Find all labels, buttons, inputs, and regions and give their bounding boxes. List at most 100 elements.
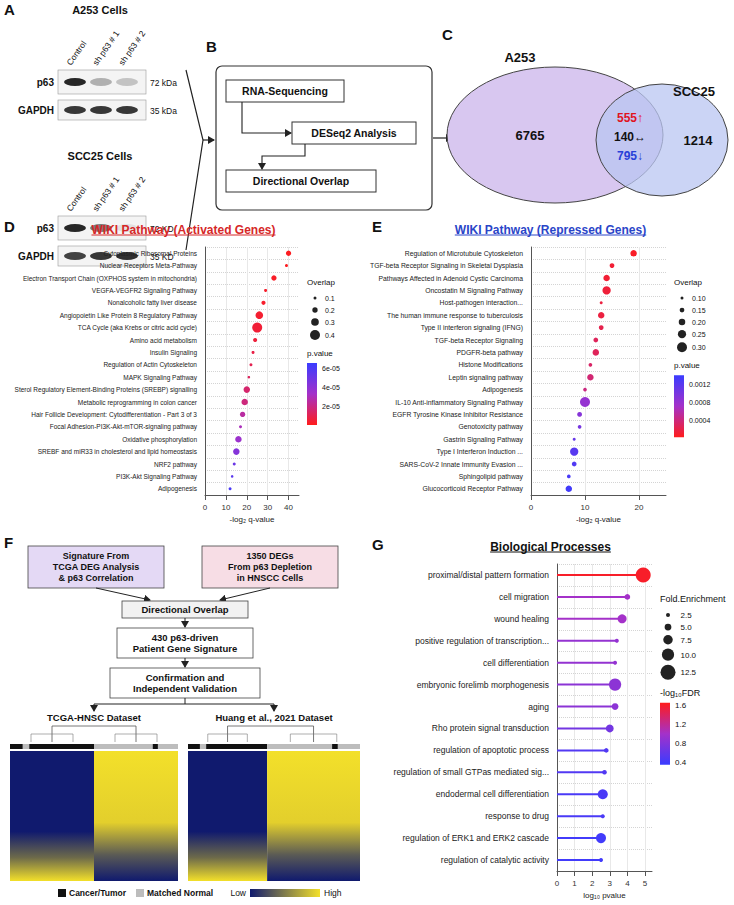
svg-text:0.10: 0.10 bbox=[692, 295, 706, 302]
svg-text:0.20: 0.20 bbox=[692, 319, 706, 326]
svg-text:0.0012: 0.0012 bbox=[689, 381, 711, 388]
svg-text:Oncostatin M Signaling Pathway: Oncostatin M Signaling Pathway bbox=[425, 287, 523, 295]
svg-text:Biological Processes: Biological Processes bbox=[490, 540, 611, 554]
svg-text:Huang et al., 2021 Dataset: Huang et al., 2021 Dataset bbox=[215, 712, 333, 723]
svg-text:& p63 Correlation: & p63 Correlation bbox=[58, 573, 133, 583]
svg-text:795↓: 795↓ bbox=[617, 149, 643, 163]
svg-text:6765: 6765 bbox=[516, 128, 545, 143]
svg-text:4e-05: 4e-05 bbox=[322, 384, 340, 391]
svg-text:regulation of catalytic activi: regulation of catalytic activity bbox=[441, 855, 550, 865]
svg-text:Sterol Regulatory Element-Bind: Sterol Regulatory Element-Binding Protei… bbox=[15, 386, 198, 394]
svg-text:SREBF and miR33 in cholesterol: SREBF and miR33 in cholesterol and lipid… bbox=[38, 448, 198, 456]
svg-text:Independent Validation: Independent Validation bbox=[133, 683, 237, 694]
svg-text:Fold.Enrichment: Fold.Enrichment bbox=[660, 594, 726, 604]
svg-text:EGFR Tyrosine Kinase Inhibitor: EGFR Tyrosine Kinase Inhibitor Resistanc… bbox=[392, 411, 523, 419]
svg-text:0.2: 0.2 bbox=[325, 307, 335, 314]
svg-text:D: D bbox=[4, 218, 15, 235]
svg-text:From p63 Depletion: From p63 Depletion bbox=[228, 562, 312, 572]
svg-text:10: 10 bbox=[581, 503, 590, 512]
svg-text:VEGFA-VEGFR2 Signaling Pathway: VEGFA-VEGFR2 Signaling Pathway bbox=[92, 287, 198, 295]
svg-text:TCGA DEG Analysis: TCGA DEG Analysis bbox=[53, 562, 139, 572]
svg-text:Sphingolipid pathway: Sphingolipid pathway bbox=[459, 473, 524, 481]
svg-text:TGF-beta Receptor Signaling in: TGF-beta Receptor Signaling in Skeletal … bbox=[370, 262, 523, 270]
svg-text:1214: 1214 bbox=[684, 133, 714, 148]
svg-text:aging: aging bbox=[528, 702, 549, 712]
svg-text:12.5: 12.5 bbox=[681, 668, 697, 677]
svg-text:0.25: 0.25 bbox=[692, 331, 706, 338]
svg-text:Pathways Affected in Adenoid C: Pathways Affected in Adenoid Cystic Carc… bbox=[378, 275, 523, 283]
svg-text:SARS-CoV-2 Innate Immunity Eva: SARS-CoV-2 Innate Immunity Evasion ... bbox=[399, 461, 523, 469]
svg-text:10.0: 10.0 bbox=[681, 651, 697, 660]
svg-text:Insulin Signaling: Insulin Signaling bbox=[150, 349, 198, 357]
svg-text:WIKI Pathway (Repressed Genes): WIKI Pathway (Repressed Genes) bbox=[455, 223, 646, 237]
svg-text:Genotoxicity pathway: Genotoxicity pathway bbox=[458, 423, 523, 431]
svg-text:Adipogenesis: Adipogenesis bbox=[158, 485, 198, 493]
svg-text:p.value: p.value bbox=[674, 361, 700, 370]
svg-text:Oxidative phosphorylation: Oxidative phosphorylation bbox=[122, 436, 197, 444]
svg-text:Host-pathogen interaction...: Host-pathogen interaction... bbox=[439, 299, 523, 307]
svg-text:0.4: 0.4 bbox=[675, 758, 687, 767]
svg-text:sh p63 # 2: sh p63 # 2 bbox=[116, 175, 147, 213]
svg-text:Type II interferon signaling (: Type II interferon signaling (IFNG) bbox=[421, 324, 523, 332]
svg-text:Type I Interferon Induction ..: Type I Interferon Induction ... bbox=[436, 448, 523, 456]
svg-text:Angiopoietin Like Protein 8 Re: Angiopoietin Like Protein 8 Regulatory P… bbox=[60, 312, 198, 320]
svg-text:F: F bbox=[4, 534, 13, 551]
svg-text:SCC25: SCC25 bbox=[673, 84, 715, 99]
svg-text:regulation of ERK1 and ERK2 ca: regulation of ERK1 and ERK2 cascade bbox=[403, 833, 550, 843]
svg-text:Adipogenesis: Adipogenesis bbox=[482, 386, 523, 394]
svg-text:430 p63-driven: 430 p63-driven bbox=[152, 632, 219, 643]
svg-text:555↑: 555↑ bbox=[617, 111, 643, 125]
svg-text:0: 0 bbox=[529, 503, 534, 512]
svg-text:2e-05: 2e-05 bbox=[322, 403, 340, 410]
svg-text:Matched Normal: Matched Normal bbox=[147, 888, 213, 898]
svg-text:3: 3 bbox=[608, 879, 613, 888]
svg-text:in HNSCC Cells: in HNSCC Cells bbox=[237, 573, 304, 583]
svg-text:TCA Cycle (aka Krebs or citric: TCA Cycle (aka Krebs or citric acid cycl… bbox=[78, 324, 197, 332]
svg-text:0.4: 0.4 bbox=[325, 332, 335, 339]
svg-text:35 kDa: 35 kDa bbox=[150, 106, 177, 116]
svg-text:20: 20 bbox=[242, 503, 251, 512]
svg-text:GAPDH: GAPDH bbox=[18, 105, 54, 116]
svg-text:SCC25 Cells: SCC25 Cells bbox=[68, 150, 133, 162]
svg-text:Amino acid metabolism: Amino acid metabolism bbox=[130, 337, 197, 344]
svg-text:sh p63 # 2: sh p63 # 2 bbox=[116, 29, 147, 67]
svg-text:Directional Overlap: Directional Overlap bbox=[141, 604, 228, 615]
svg-text:Leptin signaling pathway: Leptin signaling pathway bbox=[449, 374, 524, 382]
svg-text:log₁₀ pvalue: log₁₀ pvalue bbox=[583, 891, 626, 900]
svg-text:Overlap: Overlap bbox=[307, 278, 336, 287]
svg-text:PI3K-Akt Signaling Pathway: PI3K-Akt Signaling Pathway bbox=[116, 473, 198, 481]
svg-text:Overlap: Overlap bbox=[674, 278, 703, 287]
svg-text:High: High bbox=[324, 888, 342, 898]
svg-text:Gastrin Signaling Pathway: Gastrin Signaling Pathway bbox=[443, 436, 523, 444]
svg-text:30: 30 bbox=[263, 503, 272, 512]
svg-text:1.2: 1.2 bbox=[675, 720, 687, 729]
svg-text:Directional Overlap: Directional Overlap bbox=[253, 175, 349, 187]
svg-text:0.0004: 0.0004 bbox=[689, 417, 711, 424]
svg-text:MAPK Signaling Pathway: MAPK Signaling Pathway bbox=[123, 374, 197, 382]
svg-text:endodermal cell differentiatio: endodermal cell differentiation bbox=[436, 789, 550, 799]
svg-text:Signature From: Signature From bbox=[63, 551, 130, 561]
svg-text:Cancer/Tumor: Cancer/Tumor bbox=[69, 888, 127, 898]
svg-text:Patient Gene Signature: Patient Gene Signature bbox=[133, 643, 238, 654]
svg-text:0.3: 0.3 bbox=[325, 319, 335, 326]
svg-text:Focal Adhesion-PI3K-Akt-mTOR-s: Focal Adhesion-PI3K-Akt-mTOR-signaling p… bbox=[50, 423, 198, 431]
svg-text:GAPDH: GAPDH bbox=[18, 251, 54, 262]
svg-text:RNA-Sequencing: RNA-Sequencing bbox=[242, 85, 328, 97]
svg-text:wound healing: wound healing bbox=[493, 614, 549, 624]
svg-text:1: 1 bbox=[572, 879, 577, 888]
svg-text:1350 DEGs: 1350 DEGs bbox=[246, 551, 293, 561]
svg-text:4: 4 bbox=[625, 879, 630, 888]
svg-text:Electron Transport Chain (OXPH: Electron Transport Chain (OXPHOS system … bbox=[23, 275, 197, 283]
svg-text:20: 20 bbox=[635, 503, 644, 512]
svg-text:0: 0 bbox=[555, 879, 560, 888]
svg-text:TGF-beta Receptor Signaling: TGF-beta Receptor Signaling bbox=[435, 337, 524, 345]
svg-text:Glucocorticoid Receptor Pathwa: Glucocorticoid Receptor Pathway bbox=[423, 485, 524, 493]
svg-text:A253 Cells: A253 Cells bbox=[72, 4, 128, 16]
svg-text:Metabolic reprogramming in col: Metabolic reprogramming in colon cancer bbox=[78, 399, 198, 407]
svg-text:Control: Control bbox=[64, 39, 88, 67]
svg-text:Low: Low bbox=[230, 888, 246, 898]
svg-text:140↔: 140↔ bbox=[614, 130, 646, 144]
svg-text:Regulation of Microtubule Cyto: Regulation of Microtubule Cytoskeleton bbox=[405, 250, 523, 258]
svg-text:1.6: 1.6 bbox=[675, 701, 687, 710]
svg-text:Regulation of Actin Cytoskelet: Regulation of Actin Cytoskeleton bbox=[103, 361, 197, 369]
